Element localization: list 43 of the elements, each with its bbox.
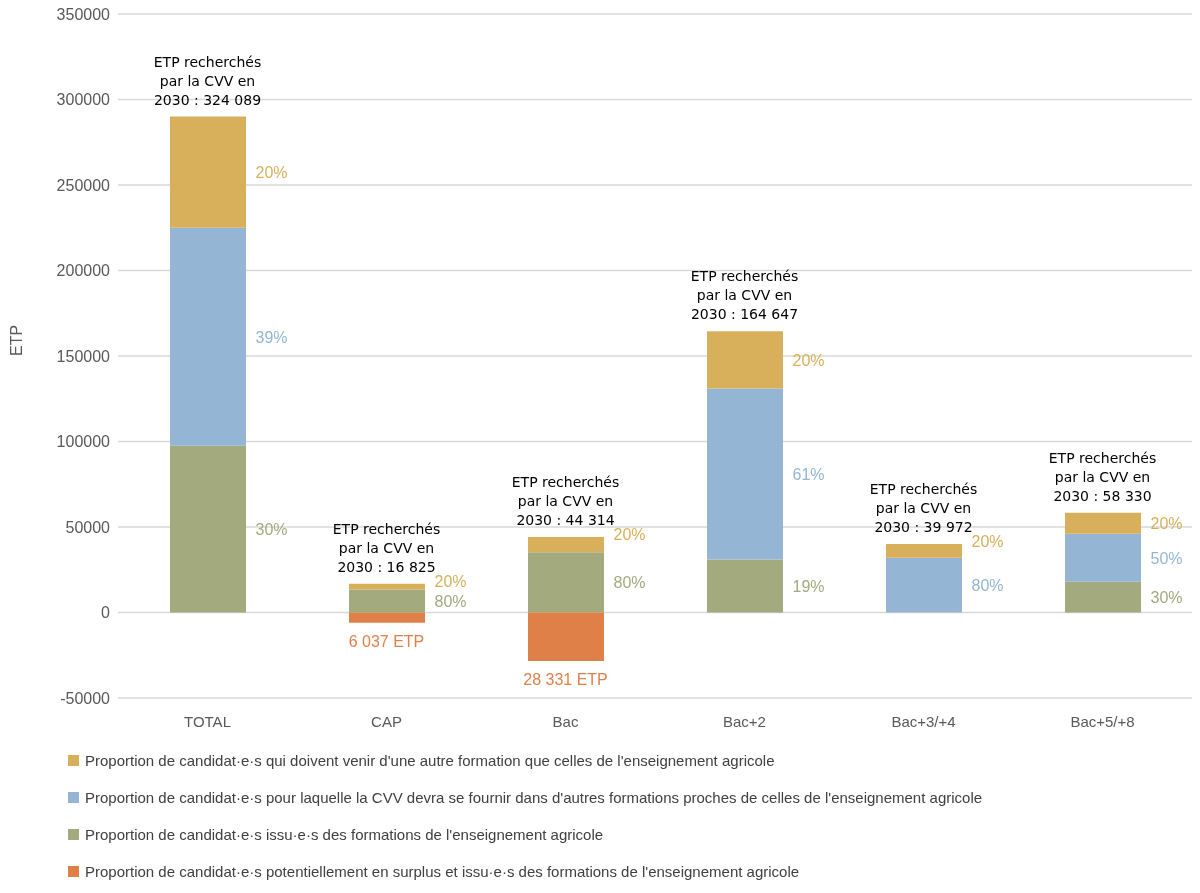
annotation: ETP recherchés par la CVV en 2030 : 164 647	[690, 268, 799, 323]
annotation: 30%	[1150, 589, 1183, 607]
y-tick-label: 300000	[56, 91, 111, 109]
annotation: 61%	[792, 465, 825, 483]
y-tick-label: -50000	[60, 689, 111, 707]
annotation: ETP recherchés par la CVV en 2030 : 39 972	[869, 481, 978, 536]
x-tick-label: Bac+2	[723, 712, 766, 730]
x-tick-label: Bac+3/+4	[891, 712, 956, 730]
x-tick-label: CAP	[371, 712, 402, 730]
annotation: ETP recherchés par la CVV en 2030 : 58 330	[1048, 449, 1157, 504]
annotation: 30%	[255, 521, 288, 539]
annotation: 80%	[971, 577, 1004, 595]
annotation: 19%	[792, 577, 825, 595]
annotation: 20%	[971, 533, 1004, 551]
legend-label: Proportion de candidat·e·s potentiellement en surplus et issu·e·s des formations de l'enseignement agricole	[85, 863, 800, 880]
legend-label: Proportion de candidat·e·s qui doivent venir d'une autre formation que celles de l'enseignement agricole	[85, 752, 775, 769]
annotation: 20%	[255, 164, 288, 182]
y-tick-label: 250000	[56, 176, 111, 194]
y-tick-label: 150000	[56, 347, 111, 365]
annotation: 6 037 ETP	[348, 632, 425, 650]
y-tick-label: 350000	[56, 5, 111, 23]
annotation: 39%	[255, 328, 288, 346]
annotation: 80%	[613, 574, 646, 592]
annotation: 20%	[792, 351, 825, 369]
annotation: ETP recherchés par la CVV en 2030 : 16 825	[332, 520, 441, 575]
annotation: 80%	[434, 592, 467, 610]
annotation: 50%	[1150, 549, 1183, 567]
y-tick-label: 100000	[56, 433, 111, 451]
annotation: 20%	[613, 526, 646, 544]
x-tick-label: TOTAL	[184, 712, 231, 730]
annotation: 28 331 ETP	[523, 670, 608, 688]
y-tick-label: 50000	[65, 518, 111, 536]
annotation: 20%	[434, 572, 467, 590]
legend-label: Proportion de candidat·e·s issu·e·s des formations de l'enseignement agricole	[85, 826, 604, 843]
legend-label: Proportion de candidat·e·s pour laquelle la CVV devra se fournir dans d'autres formations proches de celles de l'enseignement agricole	[85, 789, 983, 806]
annotation: ETP recherchés par la CVV en 2030 : 324 089	[153, 53, 262, 108]
annotation: ETP recherchés par la CVV en 2030 : 44 314	[511, 474, 620, 529]
y-tick-label: 200000	[56, 262, 111, 280]
y-axis-title: ETP	[7, 324, 25, 356]
y-tick-label: 0	[101, 604, 111, 622]
x-tick-label: Bac+5/+8	[1070, 712, 1135, 730]
x-tick-label: Bac	[552, 712, 579, 730]
annotation: 20%	[1150, 515, 1183, 533]
